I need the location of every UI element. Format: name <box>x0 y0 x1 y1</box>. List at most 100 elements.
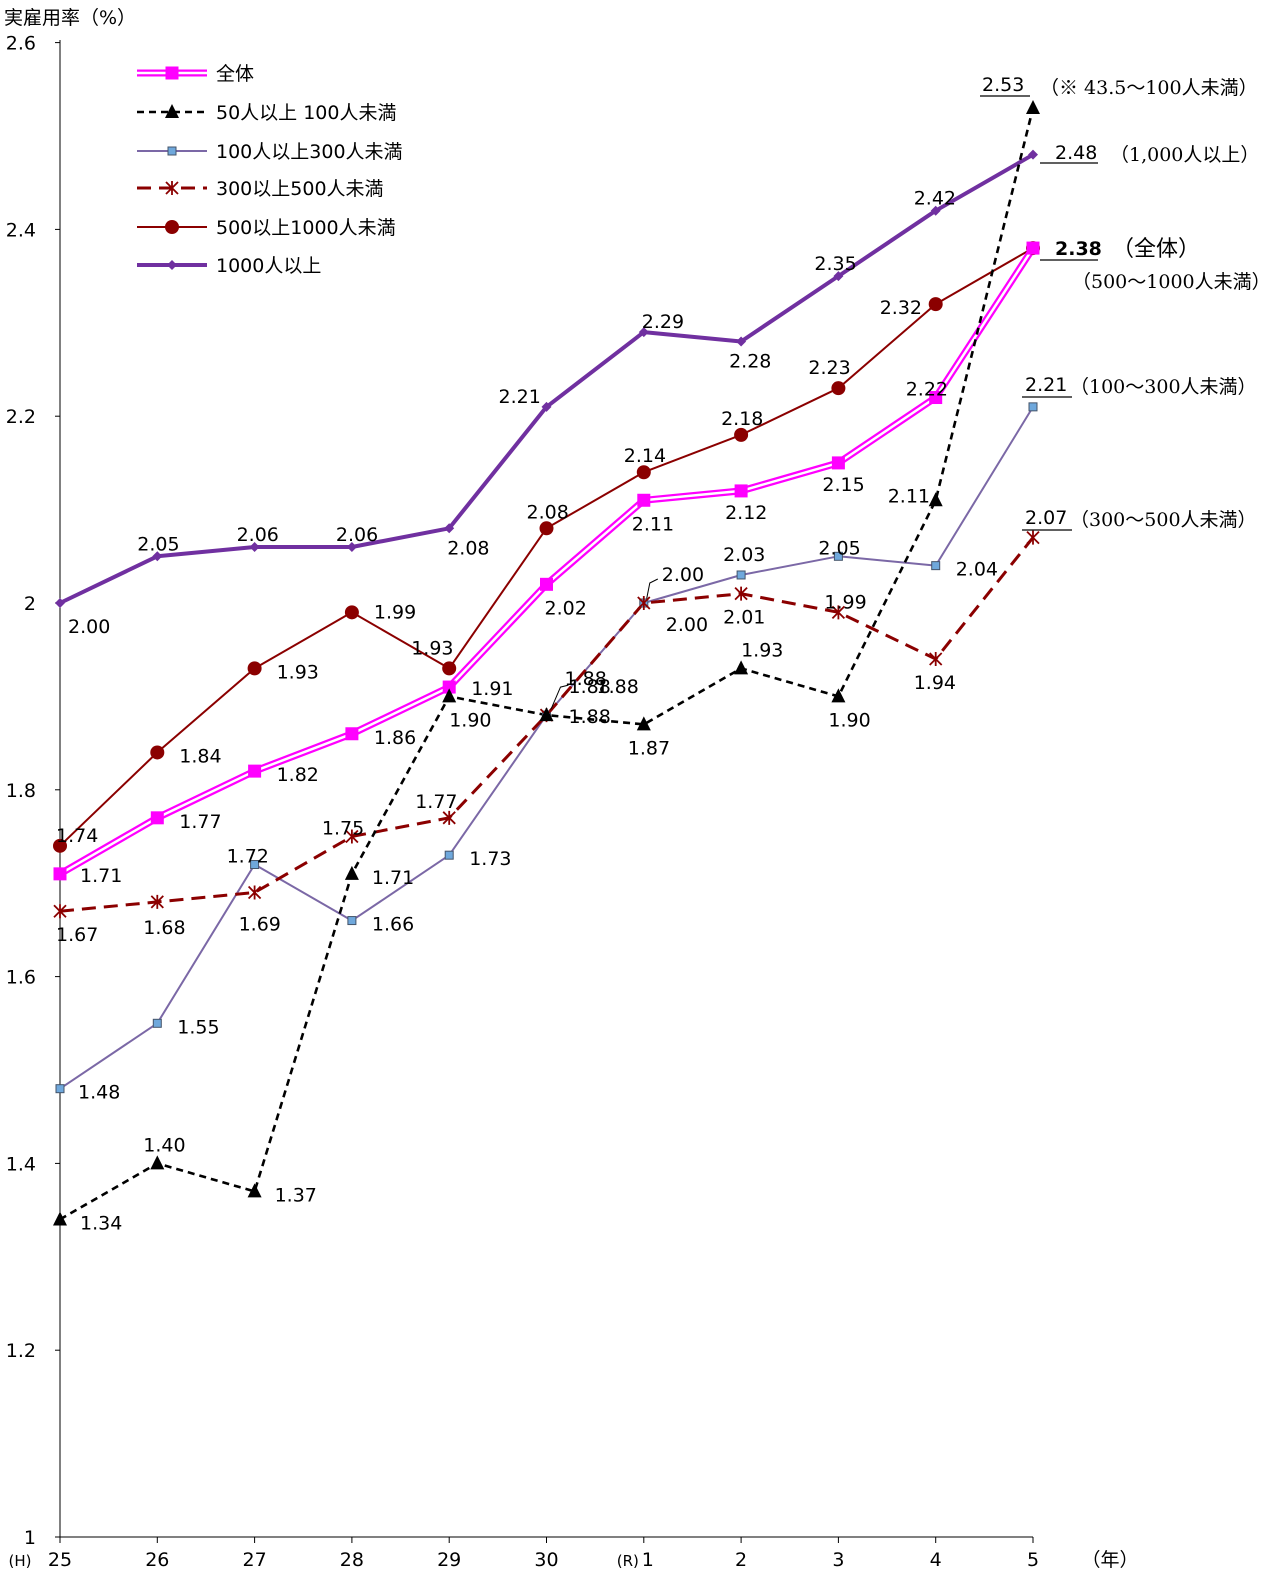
data-label: 1.48 <box>78 1082 120 1104</box>
data-label: 2.00 <box>68 616 110 638</box>
data-label: 1.66 <box>372 914 414 936</box>
y-tick-label: 2.4 <box>6 219 36 241</box>
marker-square <box>1026 241 1040 255</box>
x-tick-label: 4 <box>930 1549 942 1571</box>
data-label: 2.11 <box>632 513 674 535</box>
marker-circle <box>734 427 749 442</box>
data-label: 2.14 <box>624 445 666 467</box>
data-label: 2.00 <box>662 564 704 586</box>
era-label-heisei: (H) <box>9 1552 32 1570</box>
marker-small-square <box>736 570 746 580</box>
data-label: 1.90 <box>449 709 491 731</box>
data-label: 1.74 <box>56 825 98 847</box>
data-label: 1.82 <box>277 764 319 786</box>
data-label: 2.22 <box>906 379 948 401</box>
data-label: 1.88 <box>597 676 639 698</box>
marker-square <box>442 680 456 694</box>
data-label: 1.68 <box>143 917 185 939</box>
marker-circle <box>247 661 262 676</box>
marker-small-square <box>55 1084 65 1094</box>
annotation-value: 2.38 <box>1055 238 1102 260</box>
era-label-reiwa: (R) <box>617 1552 639 1570</box>
x-tick-label: 3 <box>832 1549 844 1571</box>
marker-small-square <box>152 1018 162 1028</box>
data-label: 2.35 <box>814 253 856 275</box>
data-label: 1.94 <box>914 672 956 694</box>
marker-square <box>53 867 67 881</box>
marker-triangle <box>247 1183 262 1198</box>
x-axis-title: （年） <box>1081 1549 1138 1571</box>
marker-triangle <box>636 716 651 731</box>
x-tick-label: 27 <box>243 1549 267 1571</box>
x-tick-label: 5 <box>1027 1549 1039 1571</box>
marker-circle <box>150 745 165 760</box>
data-label: 2.06 <box>336 524 378 546</box>
y-tick-label: 1.4 <box>6 1153 36 1175</box>
marker-diamond <box>930 205 941 216</box>
legend-label-2: 50人以上 100人未満 <box>216 102 396 124</box>
annotation-value: 2.53 <box>982 74 1024 96</box>
x-tick-label: 26 <box>145 1549 169 1571</box>
marker-small-square <box>1028 402 1038 412</box>
data-label: 2.04 <box>956 559 998 581</box>
marker-asterisk <box>165 181 179 195</box>
marker-triangle <box>165 104 179 118</box>
data-label: 2.00 <box>666 614 708 636</box>
marker-square <box>165 66 179 80</box>
marker-triangle <box>442 688 457 703</box>
marker-square <box>345 727 359 741</box>
marker-triangle <box>539 707 554 722</box>
series-lines <box>58 107 1036 1221</box>
x-tick-label: 28 <box>340 1549 364 1571</box>
legend: 全体 50人以上 100人未満 100人以上300人未満 300以上500人未満 500… <box>137 63 403 277</box>
y-tick-label: 1 <box>24 1527 36 1549</box>
data-label: 2.06 <box>237 524 279 546</box>
data-label: 1.37 <box>275 1184 317 1206</box>
data-label: 2.42 <box>914 188 956 210</box>
data-label: 1.88 <box>569 676 611 698</box>
legend-label-1: 全体 <box>216 63 254 85</box>
marker-circle <box>636 465 651 480</box>
data-label: 2.15 <box>822 474 864 496</box>
data-label: 2.23 <box>808 357 850 379</box>
marker-diamond <box>249 541 260 552</box>
x-tick-label: 1 <box>642 1549 654 1571</box>
marker-asterisk <box>53 904 67 919</box>
series-line-asterisk <box>59 536 1035 913</box>
legend-label-5: 500以上1000人未満 <box>216 217 396 239</box>
data-label: 1.93 <box>411 637 453 659</box>
x-tick-label: 25 <box>48 1549 72 1571</box>
data-label: 2.12 <box>725 502 767 524</box>
marker-diamond <box>833 271 844 282</box>
marker-circle <box>165 220 179 234</box>
marker-triangle <box>831 688 846 703</box>
data-label: 1.75 <box>322 818 364 840</box>
data-label: 1.90 <box>828 709 870 731</box>
annotation-text: （100～300人未満） <box>1070 376 1257 398</box>
marker-triangle <box>734 660 749 675</box>
y-axis-title: 実雇用率（%） <box>4 7 136 29</box>
data-label: 1.73 <box>469 848 511 870</box>
data-label: 1.71 <box>372 867 414 889</box>
marker-small-square <box>833 551 843 561</box>
marker-asterisk <box>929 652 943 667</box>
x-tick-label: 2 <box>735 1549 747 1571</box>
marker-circle <box>442 661 457 676</box>
marker-triangle <box>344 865 359 880</box>
y-tick-label: 1.2 <box>6 1340 36 1362</box>
marker-triangle <box>928 492 943 507</box>
end-annotations: 2.53 （※ 43.5～100人未満） 2.48 （1,000人以上） 2.38 （全体… <box>980 74 1271 531</box>
marker-asterisk <box>150 894 164 909</box>
marker-square <box>248 764 262 778</box>
annotation-text: （全体） <box>1112 237 1200 262</box>
y-tick-label: 1.8 <box>6 780 36 802</box>
marker-small-square <box>250 860 260 870</box>
marker-square <box>637 493 651 507</box>
marker-circle <box>344 605 359 620</box>
y-tick-label: 1.6 <box>6 967 36 989</box>
leader-line <box>548 684 569 716</box>
data-label: 2.03 <box>723 544 765 566</box>
data-label: 1.72 <box>227 846 269 868</box>
marker-triangle <box>150 1155 165 1170</box>
data-labels: 1.71 1.77 1.82 1.86 1.91 2.02 2.11 2.12 2.15 2.22… <box>56 188 998 1235</box>
